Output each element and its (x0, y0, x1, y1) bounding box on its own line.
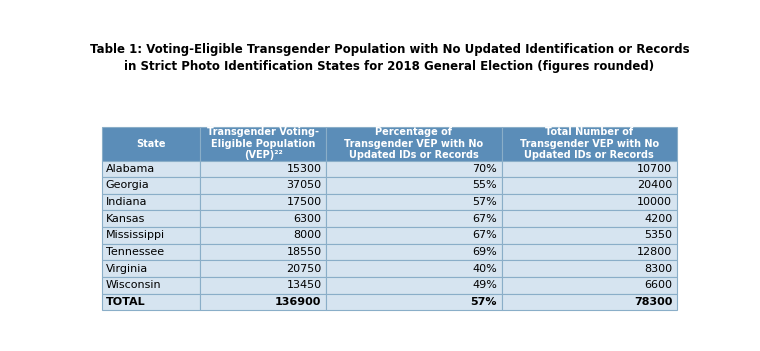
Bar (502, 177, 677, 194)
Bar (200, 293, 326, 310)
Text: 15300: 15300 (287, 164, 321, 174)
Text: Kansas: Kansas (106, 214, 145, 224)
Text: Alabama: Alabama (106, 164, 155, 174)
Bar (326, 211, 502, 227)
Bar (102, 277, 200, 293)
Bar (200, 227, 326, 244)
Bar (326, 194, 502, 211)
Text: 20750: 20750 (287, 264, 321, 274)
Bar (200, 194, 326, 211)
Bar (326, 277, 502, 293)
Text: 6300: 6300 (293, 214, 321, 224)
Text: 70%: 70% (472, 164, 497, 174)
Text: Virginia: Virginia (106, 264, 148, 274)
Text: 10000: 10000 (637, 197, 673, 207)
Text: Total Number of
Transgender VEP with No
Updated IDs or Records: Total Number of Transgender VEP with No … (520, 127, 659, 160)
Bar (200, 177, 326, 194)
Text: 57%: 57% (472, 197, 497, 207)
Text: Percentage of
Transgender VEP with No
Updated IDs or Records: Percentage of Transgender VEP with No Up… (344, 127, 483, 160)
Text: 67%: 67% (472, 214, 497, 224)
Text: Table 1: Voting-Eligible Transgender Population with No Updated Identification o: Table 1: Voting-Eligible Transgender Pop… (90, 44, 689, 73)
Bar (200, 277, 326, 293)
Bar (200, 244, 326, 260)
Bar (502, 293, 677, 310)
Bar (326, 127, 502, 160)
Text: 8000: 8000 (293, 230, 321, 240)
Bar (200, 127, 326, 160)
Text: 57%: 57% (470, 297, 497, 307)
Text: Transgender Voting-
Eligible Population
(VEP)²²: Transgender Voting- Eligible Population … (207, 127, 319, 160)
Bar (102, 127, 200, 160)
Text: 6600: 6600 (644, 280, 673, 290)
Bar (326, 160, 502, 177)
Text: 20400: 20400 (637, 180, 673, 191)
Text: 13450: 13450 (287, 280, 321, 290)
Text: 12800: 12800 (637, 247, 673, 257)
Bar (502, 160, 677, 177)
Bar (326, 227, 502, 244)
Bar (326, 260, 502, 277)
Bar (200, 260, 326, 277)
Bar (102, 244, 200, 260)
Text: Wisconsin: Wisconsin (106, 280, 161, 290)
Bar (502, 211, 677, 227)
Bar (502, 194, 677, 211)
Text: 136900: 136900 (275, 297, 321, 307)
Text: Tennessee: Tennessee (106, 247, 163, 257)
Text: 8300: 8300 (644, 264, 673, 274)
Text: 17500: 17500 (287, 197, 321, 207)
Text: Mississippi: Mississippi (106, 230, 165, 240)
Bar (102, 227, 200, 244)
Bar (502, 260, 677, 277)
Bar (102, 260, 200, 277)
Bar (102, 293, 200, 310)
Text: Georgia: Georgia (106, 180, 150, 191)
Bar (102, 160, 200, 177)
Bar (200, 160, 326, 177)
Text: 5350: 5350 (644, 230, 673, 240)
Text: 69%: 69% (472, 247, 497, 257)
Bar (200, 211, 326, 227)
Bar (102, 177, 200, 194)
Bar (502, 244, 677, 260)
Bar (102, 211, 200, 227)
Bar (326, 293, 502, 310)
Bar (326, 177, 502, 194)
Text: State: State (136, 139, 166, 149)
Text: 49%: 49% (472, 280, 497, 290)
Bar (326, 244, 502, 260)
Bar (102, 194, 200, 211)
Text: TOTAL: TOTAL (106, 297, 145, 307)
Bar (502, 127, 677, 160)
Text: 4200: 4200 (644, 214, 673, 224)
Text: 10700: 10700 (637, 164, 673, 174)
Text: Indiana: Indiana (106, 197, 147, 207)
Text: 40%: 40% (472, 264, 497, 274)
Bar (502, 277, 677, 293)
Text: 67%: 67% (472, 230, 497, 240)
Text: 18550: 18550 (287, 247, 321, 257)
Text: 78300: 78300 (634, 297, 673, 307)
Bar (502, 227, 677, 244)
Text: 55%: 55% (472, 180, 497, 191)
Text: 37050: 37050 (287, 180, 321, 191)
